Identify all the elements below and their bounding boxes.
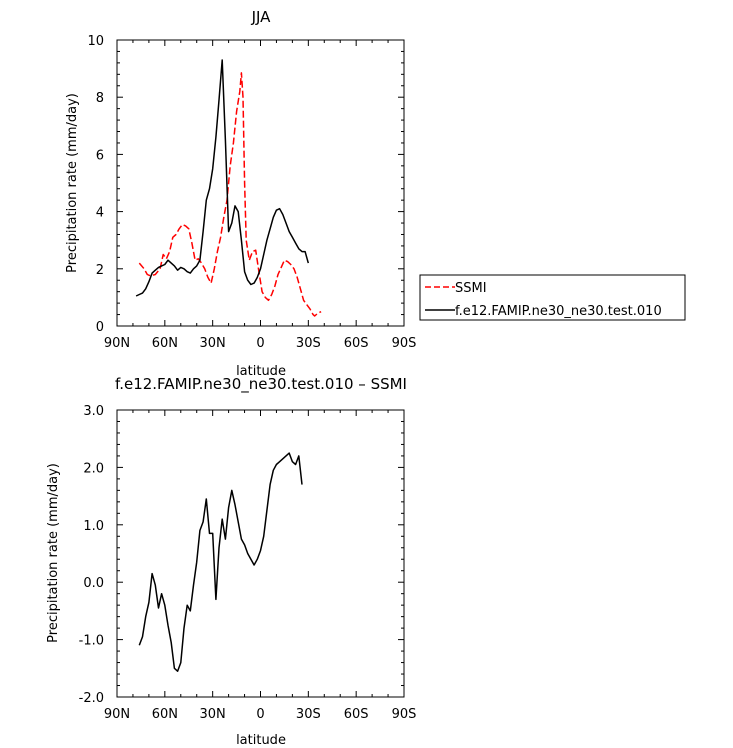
axis-ticks	[116, 39, 405, 327]
plot-frame	[116, 409, 405, 698]
y-tick-label: -1.0	[79, 634, 104, 649]
x-tick-label: 30S	[296, 336, 321, 351]
x-tick-labels: 90N 60N 30N 0 30S 60S 90S	[104, 336, 417, 351]
series-lines	[135, 59, 322, 317]
y-tick-label: 0.0	[83, 576, 104, 591]
x-tick-label: 90S	[392, 707, 417, 722]
x-tick-label: 30N	[200, 336, 226, 351]
y-tick-label: 3.0	[83, 404, 104, 419]
precip-chart-panel: JJA 90N 60N 30N 0 30S 60S 90S 0 2 4 6 8 10 latitude…	[65, 8, 416, 379]
y-tick-label: 0	[96, 320, 104, 335]
y-tick-label: 10	[87, 34, 104, 49]
y-tick-label: -2.0	[79, 691, 104, 706]
x-tick-label: 60N	[152, 707, 178, 722]
y-tick-labels: -2.0 -1.0 0.0 1.0 2.0 3.0	[79, 404, 104, 706]
x-tick-label: 0	[256, 707, 264, 722]
y-tick-label: 6	[96, 148, 104, 163]
y-tick-label: 1.0	[83, 519, 104, 534]
y-tick-label: 2.0	[83, 461, 104, 476]
chart-title: JJA	[251, 8, 272, 26]
series-lines	[138, 452, 303, 672]
chart-title: f.e12.FAMIP.ne30_ne30.test.010 – SSMI	[115, 375, 407, 394]
y-axis-label: Precipitation rate (mm/day)	[46, 463, 61, 643]
x-tick-labels: 90N 60N 30N 0 30S 60S 90S	[104, 707, 417, 722]
x-tick-label: 60S	[344, 707, 369, 722]
series-line-difference	[138, 452, 303, 672]
y-tick-label: 2	[96, 263, 104, 278]
x-tick-label: 60N	[152, 336, 178, 351]
y-tick-label: 4	[96, 206, 104, 221]
series-line-f-e12-famip-ne30-ne30-test-010	[135, 59, 310, 297]
x-tick-label: 90N	[104, 707, 130, 722]
x-axis-label: latitude	[236, 733, 286, 748]
y-tick-label: 8	[96, 91, 104, 106]
x-tick-label: 90S	[392, 336, 417, 351]
legend-box	[419, 274, 686, 321]
y-tick-labels: 0 2 4 6 8 10	[87, 34, 104, 335]
x-tick-label: 0	[256, 336, 264, 351]
x-axis-label: latitude	[236, 364, 286, 379]
series-line-ssmi	[138, 72, 322, 317]
axis-ticks	[116, 409, 405, 698]
y-axis-label: Precipitation rate (mm/day)	[65, 93, 80, 273]
x-tick-label: 30S	[296, 707, 321, 722]
x-tick-label: 30N	[200, 707, 226, 722]
legend: SSMI f.e12.FAMIP.ne30_ne30.test.010	[419, 274, 686, 321]
difference-chart-panel: f.e12.FAMIP.ne30_ne30.test.010 – SSMI 90…	[46, 375, 416, 748]
legend-label-model: f.e12.FAMIP.ne30_ne30.test.010	[455, 304, 662, 319]
x-tick-label: 90N	[104, 336, 130, 351]
legend-label-ssmi: SSMI	[455, 281, 487, 296]
x-tick-label: 60S	[344, 336, 369, 351]
